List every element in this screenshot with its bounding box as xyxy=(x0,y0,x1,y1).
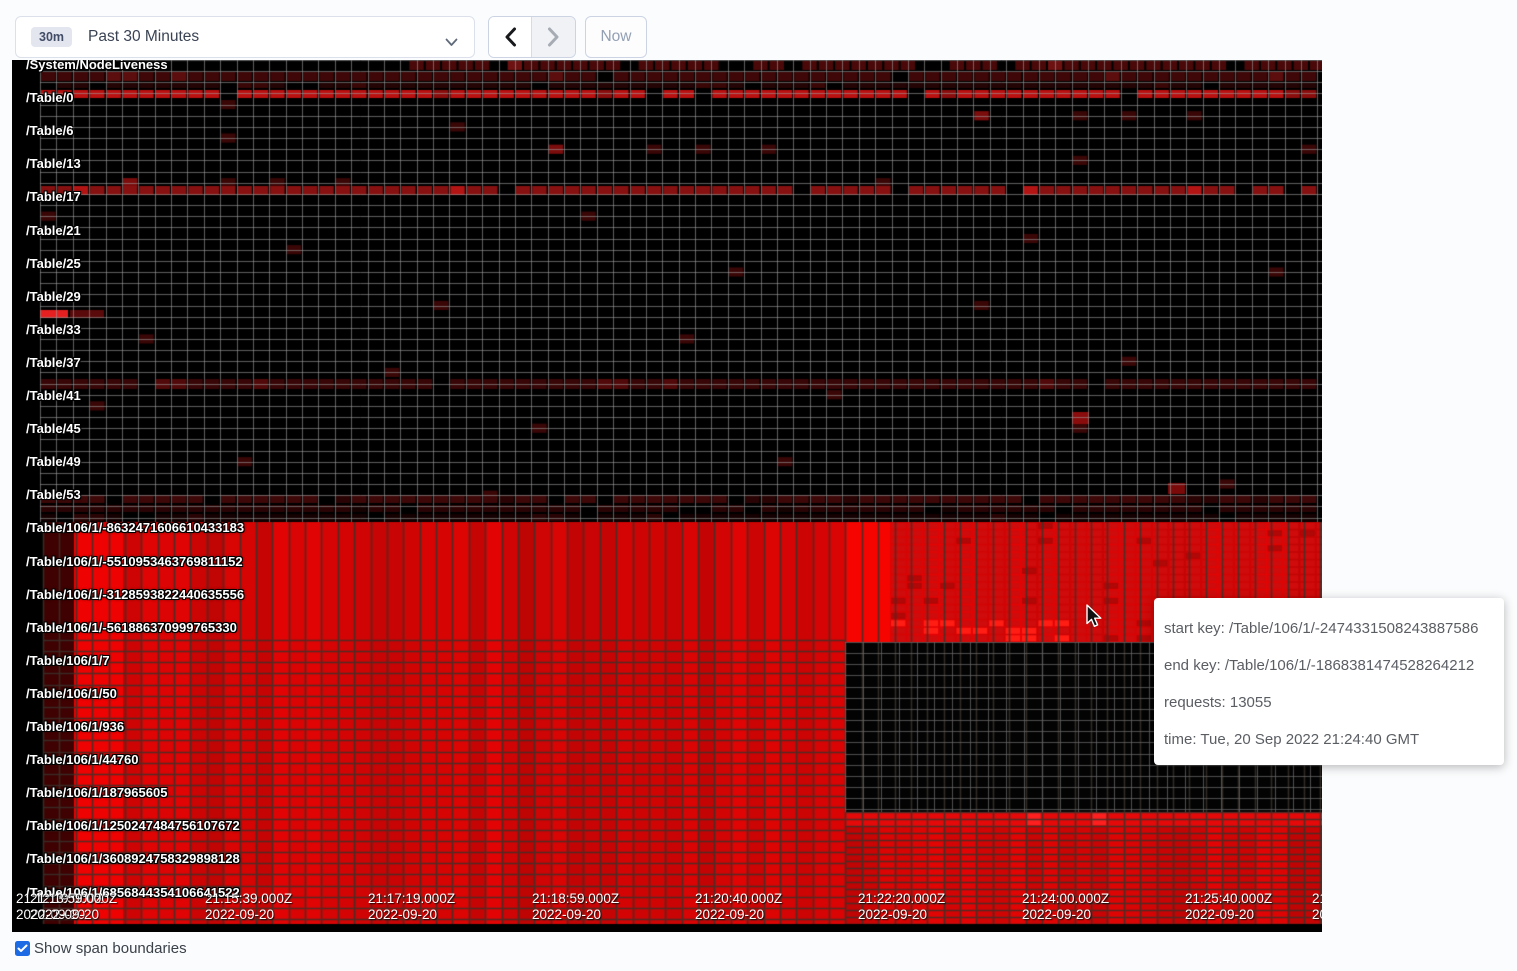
time-range-badge: 30m xyxy=(31,26,73,48)
key-visualizer: /System/NodeLiveness/Table/0/Table/6/Tab… xyxy=(12,60,1322,932)
show-span-boundaries-label: Show span boundaries xyxy=(34,940,187,957)
toolbar: 30m Past 30 Minutes Now xyxy=(0,0,1517,60)
checkmark-icon xyxy=(17,944,28,952)
tooltip-line: time: Tue, 20 Sep 2022 21:24:40 GMT xyxy=(1164,731,1420,748)
time-range-label: Past 30 Minutes xyxy=(88,28,200,45)
chevron-left-icon xyxy=(505,27,516,47)
chevron-right-icon xyxy=(548,27,559,47)
show-span-boundaries-checkbox[interactable] xyxy=(15,941,30,956)
span-tooltip: start key: /Table/106/1/-247433150824388… xyxy=(1154,598,1504,765)
prev-time-button[interactable] xyxy=(489,17,532,57)
now-button[interactable]: Now xyxy=(585,16,647,58)
time-nav-group xyxy=(488,16,576,58)
chevron-down-icon xyxy=(445,34,458,52)
key-visualizer-heatmap[interactable] xyxy=(12,60,1322,932)
tooltip-line: requests: 13055 xyxy=(1164,694,1272,711)
tooltip-line: start key: /Table/106/1/-247433150824388… xyxy=(1164,620,1479,637)
time-range-select[interactable]: 30m Past 30 Minutes xyxy=(15,16,475,58)
footer: Show span boundaries xyxy=(15,940,187,957)
next-time-button[interactable] xyxy=(532,17,575,57)
tooltip-line: end key: /Table/106/1/-18683814745282642… xyxy=(1164,657,1475,674)
